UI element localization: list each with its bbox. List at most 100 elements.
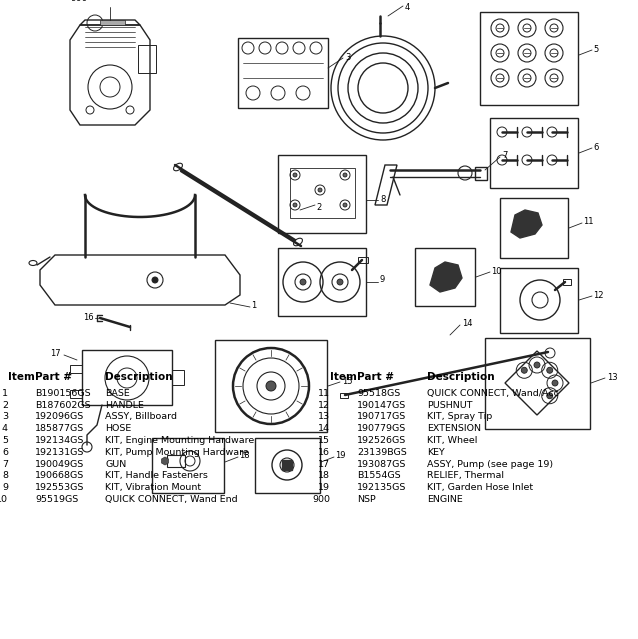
Text: 16: 16 [318,448,330,457]
Text: B187602GS: B187602GS [35,401,91,410]
Circle shape [293,203,297,207]
Text: 7: 7 [502,151,507,160]
Circle shape [266,381,276,391]
Text: ENGINE: ENGINE [427,495,463,504]
Text: B1554GS: B1554GS [357,472,401,481]
Text: 12: 12 [318,401,330,410]
Bar [290,168,355,218]
Text: 8: 8 [2,472,8,481]
Bar [172,370,184,385]
Text: 10: 10 [0,495,8,504]
Text: EXTENSION: EXTENSION [427,424,481,433]
Text: B190156GS: B190156GS [35,389,91,398]
Text: BASE: BASE [105,389,130,398]
Polygon shape [511,210,542,238]
Text: 192135GS: 192135GS [357,483,406,492]
Text: 18: 18 [239,452,249,461]
Bar [167,455,185,467]
Text: QUICK CONNECT, Wand/Acc: QUICK CONNECT, Wand/Acc [427,389,559,398]
Bar [340,393,348,398]
Bar [238,38,328,108]
Text: KIT, Engine Mounting Hardware: KIT, Engine Mounting Hardware [105,436,255,445]
Text: 9: 9 [2,483,8,492]
Text: 11: 11 [318,389,330,398]
Text: 15: 15 [318,436,330,445]
Polygon shape [430,262,462,292]
Circle shape [547,393,553,399]
Text: KIT, Wheel: KIT, Wheel [427,436,477,445]
Text: 6: 6 [593,144,598,153]
Text: Part #: Part # [35,372,72,382]
Circle shape [152,277,158,283]
Text: 1: 1 [251,300,256,309]
Text: PUSHNUT: PUSHNUT [427,401,473,410]
Text: Description: Description [427,372,494,382]
Text: 18: 18 [318,472,330,481]
Circle shape [318,188,322,192]
Bar [82,350,172,405]
Bar [152,438,224,493]
Text: 23139BGS: 23139BGS [357,448,407,457]
Circle shape [547,367,553,373]
Text: NSP: NSP [357,495,376,504]
Text: 192131GS: 192131GS [35,448,84,457]
Text: 13: 13 [607,374,618,383]
Text: 11: 11 [583,217,593,226]
Text: 10: 10 [491,268,501,277]
Text: 15: 15 [342,376,353,385]
Text: 190779GS: 190779GS [357,424,406,433]
Bar [358,257,368,263]
Text: 4: 4 [2,424,8,433]
Bar [415,248,475,306]
Text: Part #: Part # [357,372,394,382]
Text: 14: 14 [462,318,473,328]
Text: 900: 900 [312,495,330,504]
Text: ASSY, Billboard: ASSY, Billboard [105,412,177,421]
Polygon shape [282,460,292,470]
Text: 19: 19 [318,483,330,492]
Bar [278,155,366,233]
Text: 5: 5 [2,436,8,445]
Bar [138,45,156,73]
Text: 2: 2 [316,203,322,213]
Text: 17: 17 [318,459,330,468]
Text: 192096GS: 192096GS [35,412,84,421]
Text: KIT, Pump Mounting Hardware: KIT, Pump Mounting Hardware [105,448,249,457]
Text: 7: 7 [2,459,8,468]
Circle shape [300,279,306,285]
Bar [215,340,327,432]
Circle shape [521,367,527,373]
Text: 193087GS: 193087GS [357,459,406,468]
Text: HOSE: HOSE [105,424,131,433]
Text: 14: 14 [318,424,330,433]
Bar [70,390,82,398]
Bar [490,118,578,188]
Text: 95518GS: 95518GS [357,389,400,398]
Text: 3: 3 [345,52,350,61]
Text: 6: 6 [2,448,8,457]
Circle shape [293,173,297,177]
Text: 16: 16 [83,314,94,323]
Text: KIT, Handle Fasteners: KIT, Handle Fasteners [105,472,208,481]
Text: 192526GS: 192526GS [357,436,406,445]
Text: 190049GS: 190049GS [35,459,84,468]
Text: 192134GS: 192134GS [35,436,84,445]
Text: 9: 9 [380,275,385,284]
Bar [255,438,320,493]
Circle shape [343,203,347,207]
Bar [475,167,487,180]
Text: 5: 5 [593,45,598,54]
Bar [480,12,578,105]
Circle shape [343,173,347,177]
Text: 3: 3 [2,412,8,421]
Text: KIT, Vibration Mount: KIT, Vibration Mount [105,483,201,492]
Text: 192553GS: 192553GS [35,483,84,492]
Bar [500,268,578,333]
Text: Item: Item [8,372,35,382]
Text: 185877GS: 185877GS [35,424,84,433]
Text: 190717GS: 190717GS [357,412,406,421]
Bar [278,248,366,316]
Text: Description: Description [105,372,173,382]
Text: KIT, Garden Hose Inlet: KIT, Garden Hose Inlet [427,483,533,492]
Text: 19: 19 [335,452,346,461]
